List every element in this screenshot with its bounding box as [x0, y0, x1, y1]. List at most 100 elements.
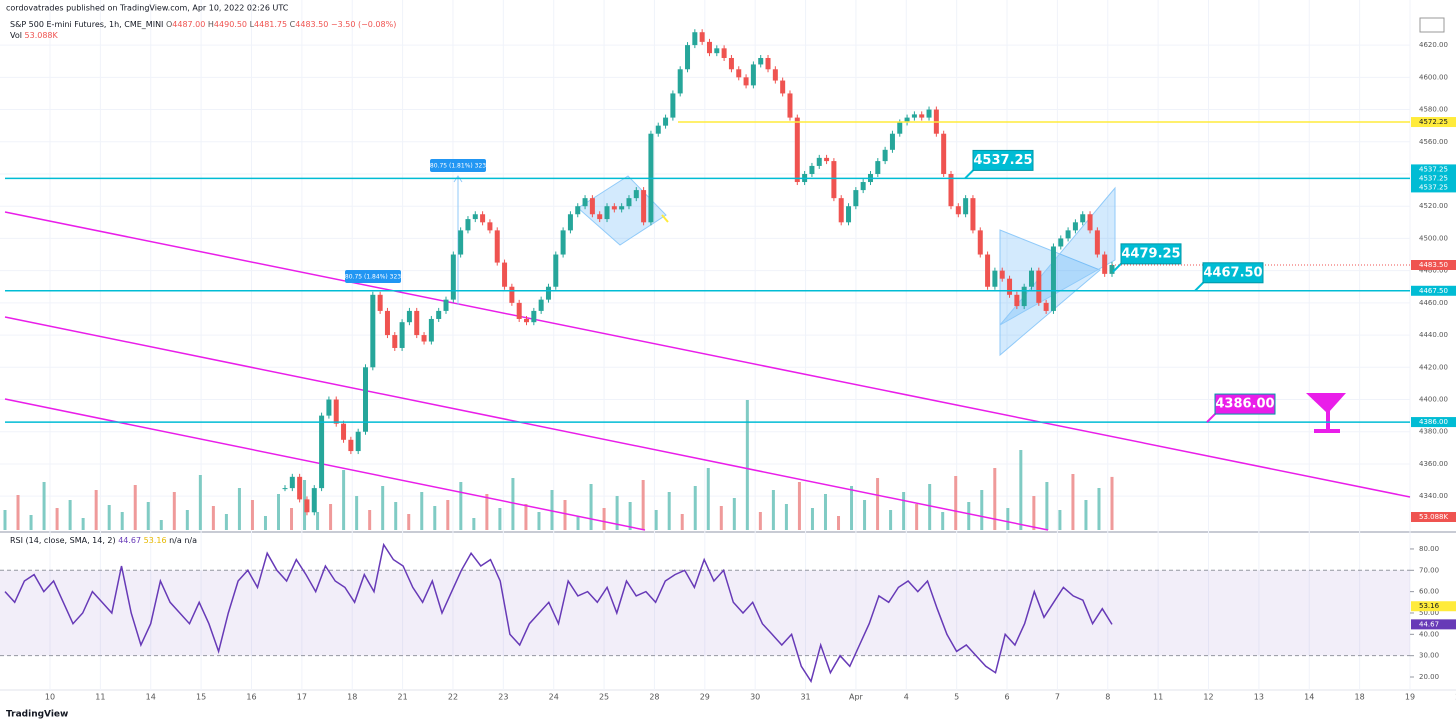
volume-bar	[1084, 500, 1088, 530]
ohlc-value: 4483.50	[295, 20, 328, 29]
candle	[1050, 246, 1056, 311]
volume-bar	[459, 482, 463, 530]
volume-bar	[758, 512, 762, 530]
rsi-last-label: 44.67	[1419, 620, 1439, 628]
ohlc-key: H	[208, 20, 214, 29]
rsi-tick-label: 40.00	[1419, 630, 1439, 638]
y-tick-label: 4380.00	[1419, 428, 1448, 436]
x-tick-label: 23	[498, 693, 508, 702]
x-tick-label: Apr	[849, 693, 864, 702]
candle	[531, 310, 537, 323]
level-label: 4467.50	[1419, 287, 1448, 295]
candle	[604, 206, 610, 220]
candle	[641, 190, 647, 223]
marker	[661, 214, 669, 223]
y-tick-label: 4580.00	[1419, 106, 1448, 114]
candle	[1021, 286, 1027, 307]
candle	[428, 318, 434, 342]
candle	[1065, 230, 1071, 239]
measure-label: 80.75 (1.84%) 323	[345, 274, 401, 281]
candle	[494, 230, 500, 263]
ohlc-value: 4490.50	[214, 20, 247, 29]
level-tag	[1411, 117, 1456, 128]
x-tick-label: 24	[549, 693, 559, 702]
ohlc-value: 4481.75	[254, 20, 287, 29]
publisher: cordovatrades published on TradingView.c…	[6, 4, 289, 13]
measure-box	[345, 270, 401, 283]
volume-bar	[407, 514, 411, 530]
volume-bar	[732, 498, 736, 530]
candle	[736, 69, 742, 78]
candle	[677, 69, 683, 94]
volume-bar	[797, 482, 801, 530]
candle	[1007, 278, 1013, 295]
rsi-key: RSI (14, close, SMA, 14, 2)	[10, 536, 116, 545]
volume-bar	[276, 494, 280, 530]
rsi-tick-label: 20.00	[1419, 673, 1439, 681]
candle	[1109, 265, 1115, 274]
candle	[421, 335, 427, 342]
rsi-signal: 53.16	[144, 536, 167, 545]
candle	[853, 190, 859, 207]
volume-bar	[602, 508, 606, 530]
y-tick-label: 4560.00	[1419, 138, 1448, 146]
rsi-na: n/a	[169, 536, 182, 545]
level-tag	[1411, 417, 1456, 428]
ohlc-value: 4487.00	[172, 20, 205, 29]
candle	[882, 149, 888, 162]
candle	[846, 206, 852, 223]
volume-bar	[3, 510, 7, 530]
volume-bar	[1071, 474, 1075, 530]
martini-icon	[1326, 410, 1330, 430]
volume-bar	[863, 500, 867, 530]
volume-bar	[394, 502, 398, 530]
y-tick-label: 4360.00	[1419, 460, 1448, 468]
measure-box	[430, 159, 486, 172]
volume-bar	[1097, 488, 1101, 530]
volume-bar	[146, 502, 150, 530]
candle	[443, 299, 449, 311]
candle	[626, 198, 632, 207]
candle	[787, 93, 793, 118]
candle	[304, 499, 310, 513]
y-tick-label: 4460.00	[1419, 299, 1448, 307]
candle	[282, 488, 288, 490]
volume-bar	[1110, 476, 1114, 530]
volume-bar	[185, 510, 189, 530]
volume-bar	[563, 500, 567, 530]
level-label: 4572.25	[1419, 118, 1448, 126]
volume-bar	[316, 512, 320, 530]
trendline	[4, 211, 1411, 498]
candle	[655, 125, 661, 134]
y-tick-label: 4600.00	[1419, 73, 1448, 81]
candle	[750, 64, 756, 86]
candle	[458, 230, 464, 255]
volume-bar	[42, 482, 46, 530]
candle	[670, 93, 676, 118]
candle	[1014, 294, 1020, 307]
candle	[633, 190, 639, 199]
callout-box	[1120, 243, 1182, 265]
candle	[919, 114, 925, 118]
volume-legend: Vol 53.088K	[10, 31, 59, 40]
candle	[575, 206, 581, 215]
candle	[465, 219, 471, 231]
candle	[728, 57, 734, 70]
volume-bar	[511, 478, 515, 530]
volume-bar	[355, 496, 359, 530]
rsi-tick-label: 70.00	[1419, 566, 1439, 574]
ohlc-key: L	[250, 20, 255, 29]
volume-bar	[993, 468, 997, 530]
candle	[348, 439, 354, 452]
rsi-tick-label: 50.00	[1419, 609, 1439, 617]
volume-bar	[1019, 450, 1023, 530]
footer-brand: TradingView	[6, 710, 68, 720]
volume-bar	[250, 500, 254, 530]
volume-bar	[706, 468, 710, 530]
candle	[377, 294, 383, 311]
volume-bar	[133, 485, 137, 530]
volume-bar	[446, 500, 450, 530]
candle	[487, 222, 493, 231]
last-price-tag	[1411, 260, 1456, 270]
rsi-value: 44.67	[118, 536, 141, 545]
